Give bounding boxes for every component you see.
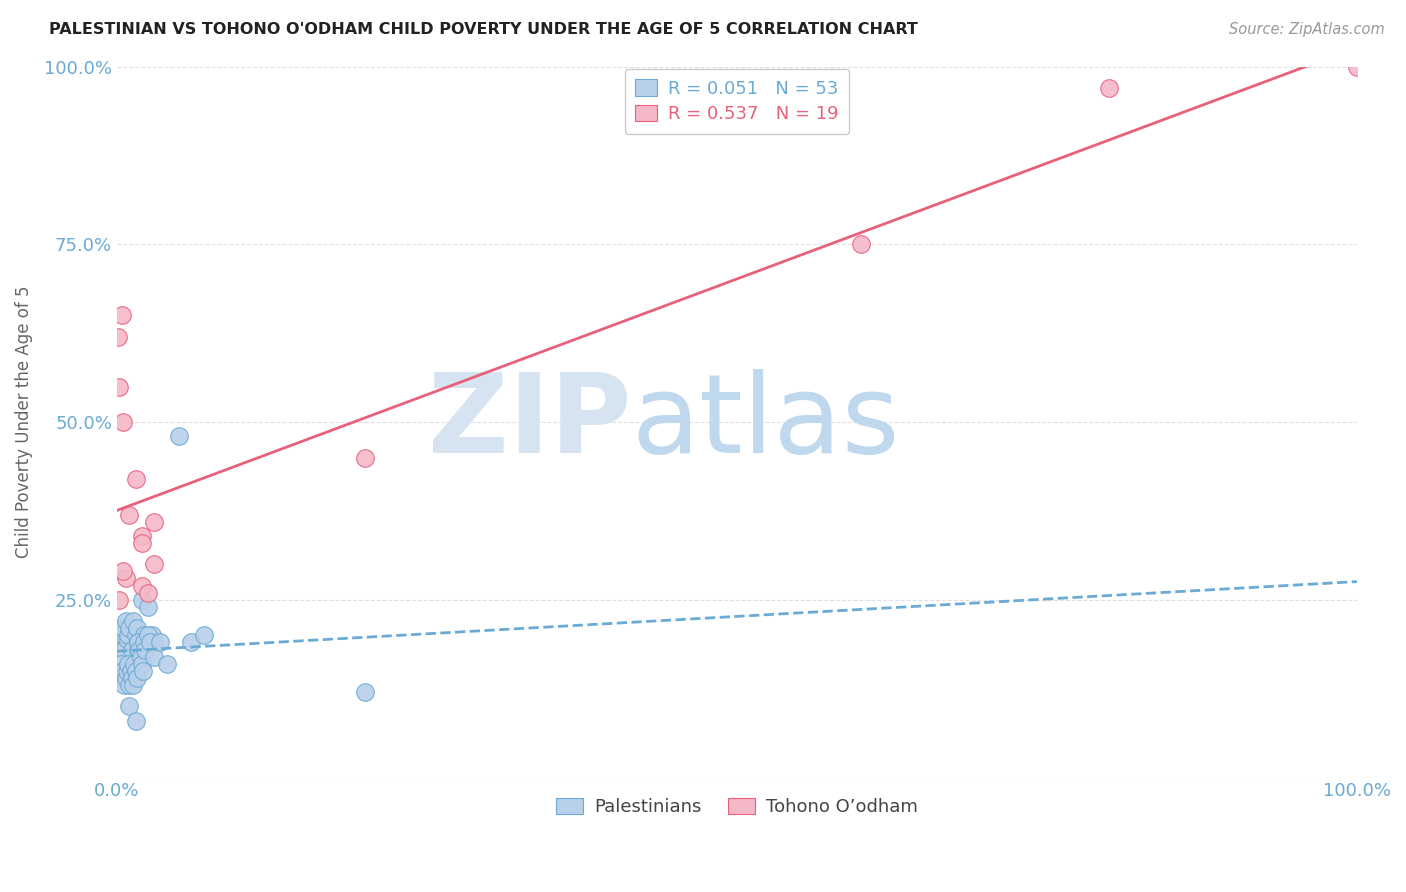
Point <box>112 664 135 678</box>
Point <box>107 330 129 344</box>
Point <box>136 628 159 642</box>
Text: ZIP: ZIP <box>429 368 631 475</box>
Point <box>1098 81 1121 95</box>
Point <box>849 237 872 252</box>
Point <box>118 699 141 714</box>
Point <box>117 657 139 671</box>
Point <box>110 657 132 671</box>
Point <box>134 642 156 657</box>
Point <box>124 628 146 642</box>
Point <box>121 642 143 657</box>
Point <box>131 657 153 671</box>
Point <box>112 642 135 657</box>
Point <box>114 614 136 628</box>
Point <box>143 649 166 664</box>
Point <box>125 621 148 635</box>
Point <box>125 671 148 685</box>
Point <box>111 671 134 685</box>
Point <box>128 635 150 649</box>
Point <box>115 632 138 646</box>
Point <box>110 635 132 649</box>
Point <box>143 515 166 529</box>
Point <box>354 450 377 465</box>
Point <box>124 664 146 678</box>
Point <box>124 472 146 486</box>
Text: Source: ZipAtlas.com: Source: ZipAtlas.com <box>1229 22 1385 37</box>
Point <box>111 309 134 323</box>
Point <box>136 585 159 599</box>
Point <box>134 628 156 642</box>
Point <box>127 642 149 657</box>
Point <box>124 657 146 671</box>
Text: PALESTINIAN VS TOHONO O'ODHAM CHILD POVERTY UNDER THE AGE OF 5 CORRELATION CHART: PALESTINIAN VS TOHONO O'ODHAM CHILD POVE… <box>49 22 918 37</box>
Point <box>132 664 155 678</box>
Point <box>136 599 159 614</box>
Point <box>193 628 215 642</box>
Point <box>131 529 153 543</box>
Text: atlas: atlas <box>631 368 900 475</box>
Point <box>117 628 139 642</box>
Point <box>114 572 136 586</box>
Point <box>131 536 153 550</box>
Point <box>149 635 172 649</box>
Point <box>134 635 156 649</box>
Point <box>118 621 141 635</box>
Point <box>111 628 134 642</box>
Point <box>139 635 162 649</box>
Point <box>121 671 143 685</box>
Point <box>108 592 131 607</box>
Point <box>115 664 138 678</box>
Point <box>120 664 142 678</box>
Point <box>131 592 153 607</box>
Point <box>128 642 150 657</box>
Point <box>167 429 190 443</box>
Point <box>112 621 135 635</box>
Point <box>112 565 135 579</box>
Point <box>114 671 136 685</box>
Point <box>127 635 149 649</box>
Point <box>129 649 152 664</box>
Point <box>108 379 131 393</box>
Point <box>180 635 202 649</box>
Point <box>118 508 141 522</box>
Point <box>155 657 177 671</box>
Point <box>108 639 131 653</box>
Point <box>118 678 141 692</box>
Legend: Palestinians, Tohono O’odham: Palestinians, Tohono O’odham <box>547 789 927 825</box>
Y-axis label: Child Poverty Under the Age of 5: Child Poverty Under the Age of 5 <box>15 285 32 558</box>
Point <box>122 678 145 692</box>
Point <box>124 714 146 728</box>
Point <box>143 635 166 649</box>
Point <box>1346 60 1368 74</box>
Point <box>122 614 145 628</box>
Point <box>354 685 377 699</box>
Point <box>131 579 153 593</box>
Point <box>112 415 135 429</box>
Point <box>112 678 135 692</box>
Point <box>143 558 166 572</box>
Point <box>108 664 131 678</box>
Point <box>141 628 163 642</box>
